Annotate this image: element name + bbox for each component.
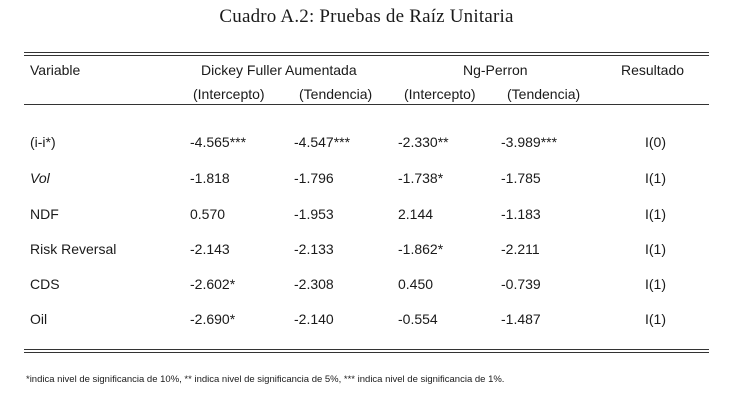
- cell-resultado: I(1): [645, 311, 666, 327]
- cell-dfa-tendencia: -4.547***: [294, 134, 351, 150]
- cell-dfa-tendencia: -2.133: [294, 241, 334, 257]
- cell-resultado: I(1): [645, 170, 666, 186]
- subheader-dfa-intercepto: (Intercepto): [193, 86, 265, 102]
- cell-dfa-intercepto: -4.565***: [190, 134, 247, 150]
- cell-ngp-tendencia: -1.785: [501, 170, 541, 186]
- cell-dfa-tendencia: -2.308: [294, 276, 334, 292]
- cell-ngp-tendencia: -0.739: [501, 276, 541, 292]
- cell-dfa-intercepto: -2.690*: [190, 311, 236, 327]
- header-resultado: Resultado: [621, 62, 685, 78]
- cell-ngp-intercepto: -1.862*: [398, 241, 444, 257]
- cell-ngp-intercepto: 2.144: [398, 206, 434, 222]
- cell-variable: NDF: [30, 206, 59, 222]
- cell-variable: Oil: [30, 311, 48, 327]
- cell-variable: Risk Reversal: [30, 241, 117, 257]
- subheader-dfa-tendencia: (Tendencia): [299, 86, 373, 102]
- cell-dfa-intercepto: 0.570: [190, 206, 226, 222]
- cell-resultado: I(1): [645, 241, 666, 257]
- significance-note: *indica nivel de significancia de 10%, *…: [26, 374, 505, 385]
- cell-ngp-intercepto: -1.738*: [398, 170, 444, 186]
- cell-dfa-tendencia: -2.140: [294, 311, 334, 327]
- cell-resultado: I(1): [645, 276, 666, 292]
- top-rule-double: [24, 55, 709, 56]
- cell-dfa-intercepto: -2.602*: [190, 276, 236, 292]
- bottom-rule: [24, 349, 709, 350]
- header-variable: Variable: [30, 62, 81, 78]
- cell-resultado: I(0): [645, 134, 666, 150]
- cell-ngp-tendencia: -2.211: [501, 241, 540, 257]
- bottom-rule-double: [24, 352, 709, 353]
- cell-variable: (i-i*): [30, 134, 56, 150]
- cell-ngp-intercepto: -2.330**: [398, 134, 449, 150]
- cell-resultado: I(1): [645, 206, 666, 222]
- header-dickey-fuller: Dickey Fuller Aumentada: [201, 62, 357, 78]
- cell-dfa-intercepto: -2.143: [190, 241, 230, 257]
- cell-ngp-tendencia: -1.183: [501, 206, 541, 222]
- header-rule: [24, 104, 709, 105]
- subheader-ngp-tendencia: (Tendencia): [507, 86, 581, 102]
- header-ng-perron: Ng-Perron: [463, 62, 528, 78]
- cell-ngp-intercepto: -0.554: [398, 311, 438, 327]
- top-rule: [24, 52, 709, 53]
- cell-ngp-intercepto: 0.450: [398, 276, 434, 292]
- cell-ngp-tendencia: -1.487: [501, 311, 541, 327]
- cell-dfa-intercepto: -1.818: [190, 170, 230, 186]
- cell-variable: Vol: [30, 170, 50, 186]
- cell-variable: CDS: [30, 276, 60, 292]
- cell-dfa-tendencia: -1.953: [294, 206, 334, 222]
- subheader-ngp-intercepto: (Intercepto): [404, 86, 476, 102]
- cell-dfa-tendencia: -1.796: [294, 170, 334, 186]
- cell-ngp-tendencia: -3.989***: [501, 134, 558, 150]
- table-caption: Cuadro A.2: Pruebas de Raíz Unitaria: [219, 6, 514, 27]
